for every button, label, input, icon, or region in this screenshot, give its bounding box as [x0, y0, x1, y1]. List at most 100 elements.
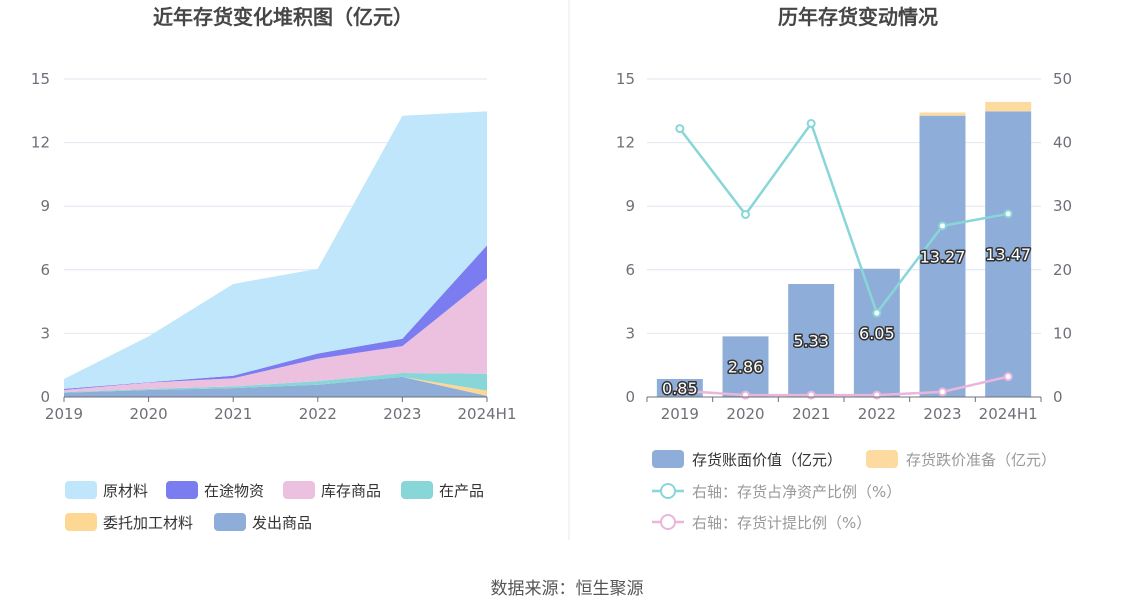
- line-point: [675, 386, 685, 396]
- bar-存货跌价准备（亿元）: [919, 112, 966, 116]
- line-point: [741, 390, 750, 400]
- left-x-tick-label: 2024H1: [458, 405, 517, 423]
- left-chart-title: 近年存货变化堆积图（亿元）: [153, 5, 413, 29]
- legend-label: 右轴：存货占净资产比例（%）: [692, 483, 901, 501]
- legend-item-委托加工材料[interactable]: 委托加工材料: [65, 513, 193, 532]
- legend-item-存货跌价准备（亿元）[interactable]: 存货跌价准备（亿元）: [866, 450, 1056, 469]
- right-y2-tick-label: 40: [1053, 134, 1072, 152]
- legend-label: 库存商品: [321, 482, 381, 500]
- right-x-tick-label: 2023: [923, 405, 961, 423]
- bar-value-label: 2.86: [728, 358, 764, 377]
- area-series-在产品: [64, 373, 487, 393]
- left-y-tick-label: 6: [40, 261, 50, 279]
- data-source-footer: 数据来源：恒生聚源: [490, 579, 644, 599]
- right-y2-tick-label: 0: [1053, 388, 1063, 406]
- right-y-tick-label: 0: [625, 388, 635, 406]
- area-series-原材料: [64, 111, 487, 389]
- right-y-tick-label: 9: [625, 197, 635, 215]
- legend-label: 存货账面价值（亿元）: [692, 451, 842, 469]
- line-point: [938, 221, 947, 231]
- bar-value-label: 13.27: [920, 247, 966, 266]
- right-legend: 存货账面价值（亿元） 存货跌价准备（亿元） 右轴：存货占净资产比例（%） 右轴：存货计…: [652, 450, 1056, 532]
- right-grid: [647, 78, 1041, 398]
- legend-label: 委托加工材料: [103, 514, 193, 532]
- right-x-tick-label: 2024H1: [979, 405, 1038, 423]
- legend-item-存货账面价值（亿元）[interactable]: 存货账面价值（亿元）: [652, 450, 842, 469]
- legend-marker: [660, 514, 676, 530]
- left-x-tick-label: 2020: [130, 405, 168, 423]
- left-y-tick-label: 12: [31, 134, 50, 152]
- left-x-tick-label: 2023: [383, 405, 421, 423]
- right-y2-tick-label: 10: [1053, 324, 1072, 342]
- right-y2-tick-label: 30: [1053, 197, 1072, 215]
- legend-item-库存商品[interactable]: 库存商品: [283, 481, 381, 500]
- right-x-tick-label: 2019: [661, 405, 699, 423]
- right-y-tick-label: 12: [616, 134, 635, 152]
- line-point: [675, 124, 685, 134]
- left-y-tick-label: 9: [40, 197, 50, 215]
- legend-item-在途物资[interactable]: 在途物资: [166, 481, 264, 500]
- left-x-tick-label: 2022: [299, 405, 337, 423]
- right-y-tick-label: 6: [625, 261, 635, 279]
- line-point: [938, 387, 947, 397]
- line-point: [806, 119, 816, 129]
- right-y2-tick-label: 50: [1053, 70, 1072, 88]
- legend-swatch: [166, 481, 198, 499]
- legend-label: 发出商品: [252, 514, 312, 532]
- legend-label: 原材料: [103, 482, 148, 500]
- legend-swatch: [283, 481, 315, 499]
- bar-value-label: 6.05: [859, 324, 895, 343]
- legend-label: 右轴：存货计提比例（%）: [692, 514, 871, 532]
- bar-value-label: 13.47: [985, 245, 1031, 264]
- legend-swatch: [214, 513, 246, 531]
- bar-存货账面价值（亿元）: [853, 268, 900, 397]
- line-point: [1003, 372, 1013, 382]
- right-y-tick-label: 3: [625, 324, 635, 342]
- legend-item-右轴：存货占净资产比例（%）[interactable]: 右轴：存货占净资产比例（%）: [652, 483, 901, 501]
- legend-item-发出商品[interactable]: 发出商品: [214, 513, 312, 532]
- right-lines: [675, 119, 1013, 400]
- right-chart-title: 历年存货变动情况: [778, 5, 938, 29]
- bar-value-label: 5.33: [793, 332, 829, 351]
- bar-存货账面价值（亿元）: [722, 336, 769, 397]
- area-series-库存商品: [64, 278, 487, 393]
- line-point: [741, 209, 750, 219]
- left-x-tick-label: 2019: [45, 405, 83, 423]
- bar-存货跌价准备（亿元）: [985, 101, 1032, 112]
- area-series-发出商品: [64, 376, 487, 397]
- line-point: [806, 390, 816, 400]
- legend-label: 在途物资: [204, 482, 264, 500]
- legend-item-原材料[interactable]: 原材料: [65, 481, 148, 500]
- legend-swatch: [65, 481, 97, 499]
- right-y-tick-label: 15: [616, 70, 635, 88]
- legend-swatch: [401, 481, 433, 499]
- right-bars: [656, 101, 1032, 398]
- legend-swatch: [65, 513, 97, 531]
- bar-存货账面价值（亿元）: [919, 115, 966, 398]
- bar-value-label: 0.85: [662, 379, 698, 398]
- legend-item-在产品[interactable]: 在产品: [401, 481, 484, 500]
- left-areas: [64, 111, 487, 397]
- legend-marker: [660, 483, 676, 499]
- line-右轴：存货占净资产比例（%）: [678, 120, 1009, 316]
- line-point: [1003, 209, 1013, 219]
- left-y-tick-label: 15: [31, 70, 50, 88]
- left-axis: 0 3 6 9 12 15 2019 2020 2021 2022 2023 2024H1: [31, 70, 517, 423]
- legend-swatch: [652, 450, 684, 468]
- legend-label: 存货跌价准备（亿元）: [906, 451, 1056, 469]
- line-point: [872, 390, 882, 400]
- bar-存货账面价值（亿元）: [788, 284, 835, 397]
- right-axis: 0 3 6 9 12 15 0 10 20 30 40 50 2019 2020 2021 2022 2023 2…: [616, 70, 1072, 423]
- line-point: [872, 308, 882, 318]
- bar-存货账面价值（亿元）: [985, 111, 1032, 397]
- left-x-tick-label: 2021: [214, 405, 252, 423]
- right-labels: 0.85 2.86 5.33 6.05 13.27 13.47: [661, 244, 1033, 400]
- right-x-tick-label: 2020: [726, 405, 764, 423]
- right-x-tick-label: 2022: [858, 405, 896, 423]
- legend-item-右轴：存货计提比例（%）[interactable]: 右轴：存货计提比例（%）: [652, 514, 871, 532]
- legend-label: 在产品: [439, 482, 484, 500]
- left-y-tick-label: 0: [40, 388, 50, 406]
- line-右轴：存货计提比例（%）: [679, 375, 1009, 397]
